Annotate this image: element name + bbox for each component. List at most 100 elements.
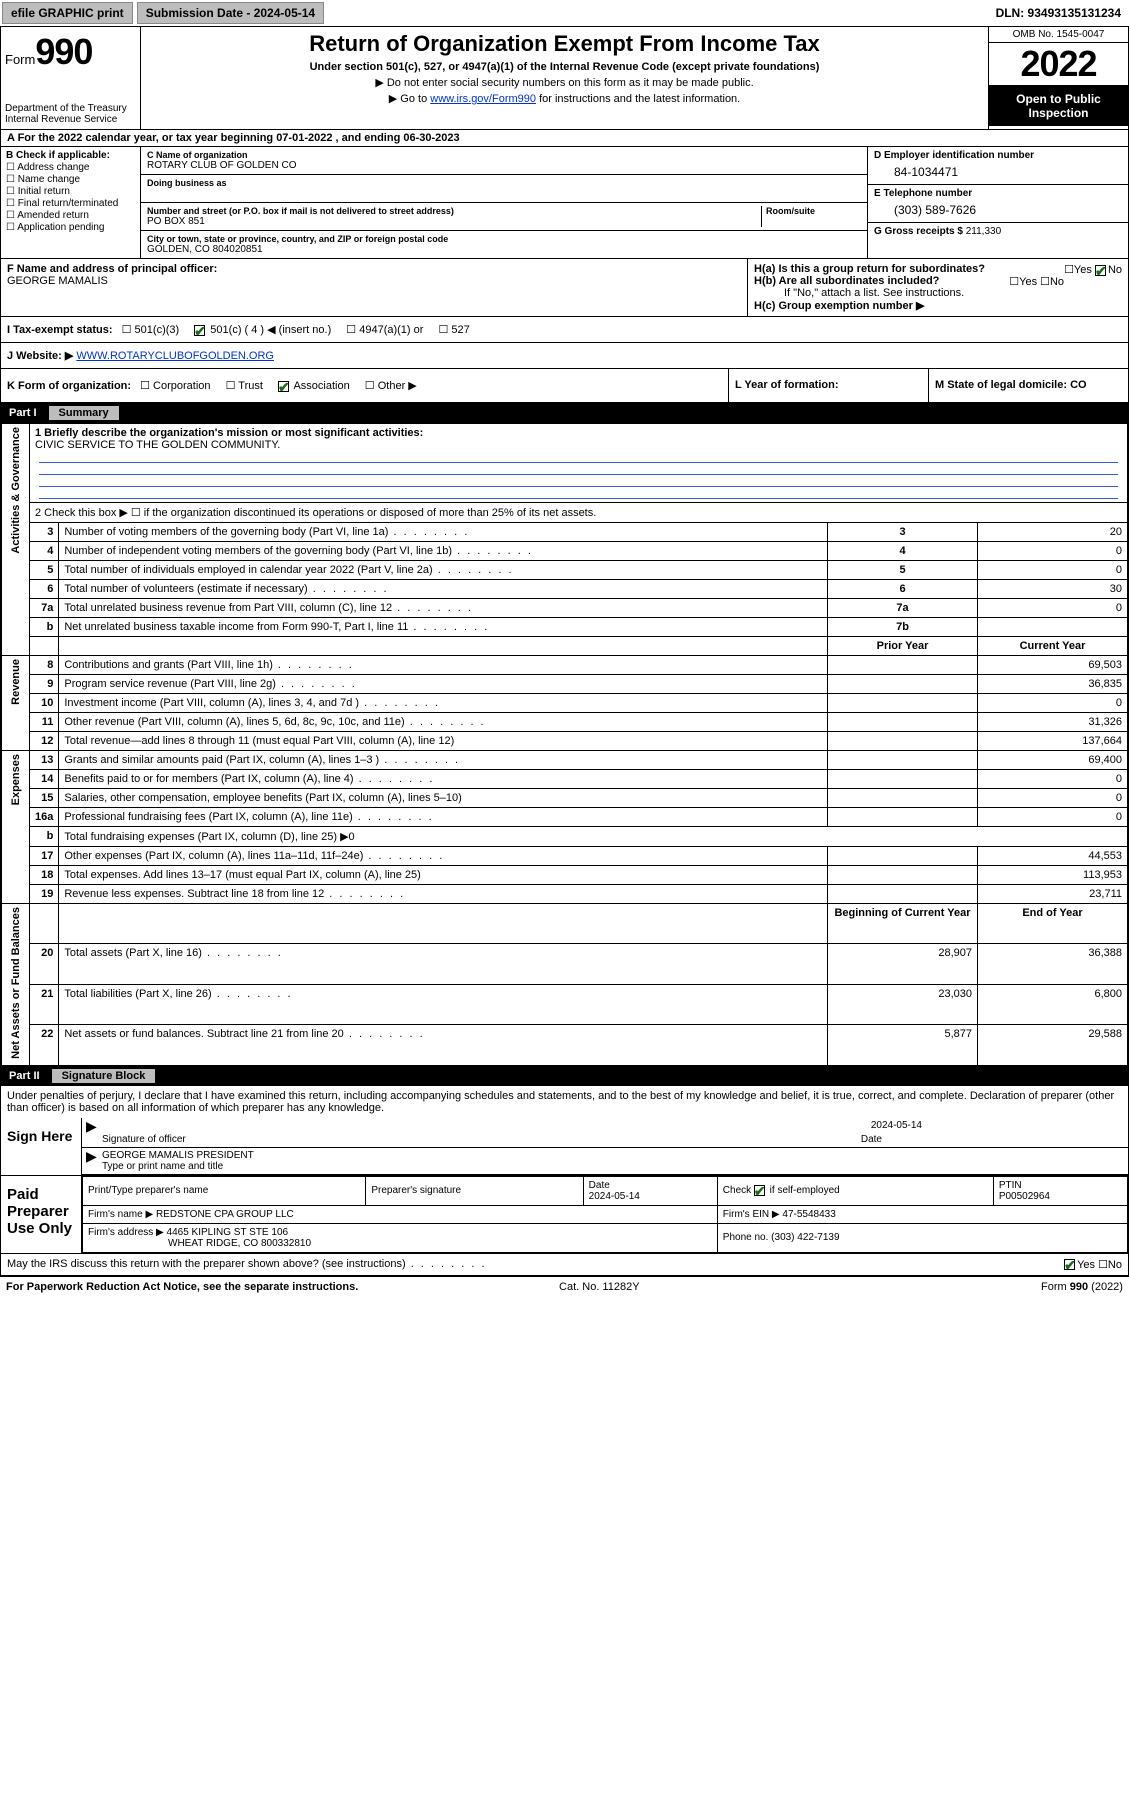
chk-other[interactable]: ☐ Other ▶ bbox=[365, 379, 417, 392]
omb-number: OMB No. 1545-0047 bbox=[989, 27, 1128, 43]
hc: H(c) Group exemption number ▶ bbox=[754, 299, 1122, 312]
col-c: C Name of organizationROTARY CLUB OF GOL… bbox=[141, 147, 868, 258]
firm-phone: (303) 422-7139 bbox=[771, 1232, 839, 1243]
kform-row: K Form of organization: ☐ Corporation ☐ … bbox=[1, 369, 1128, 403]
room-label: Room/suite bbox=[766, 206, 861, 216]
row-a: A For the 2022 calendar year, or tax yea… bbox=[1, 130, 1128, 147]
phone-label: E Telephone number bbox=[874, 188, 1122, 199]
form-subtitle: Under section 501(c), 527, or 4947(a)(1)… bbox=[149, 61, 980, 73]
firm-addr1: 4465 KIPLING ST STE 106 bbox=[167, 1227, 289, 1238]
firm-addr2: WHEAT RIDGE, CO 800332810 bbox=[88, 1238, 311, 1249]
hdr-current: Current Year bbox=[978, 637, 1128, 656]
row-6: 6Total number of volunteers (estimate if… bbox=[2, 580, 1128, 599]
sig-officer-label: Signature of officer bbox=[102, 1134, 186, 1145]
m-state: M State of legal domicile: CO bbox=[928, 369, 1128, 402]
chk-501c3[interactable]: ☐ 501(c)(3) bbox=[122, 323, 180, 336]
chk-527[interactable]: ☐ 527 bbox=[438, 323, 469, 336]
part1-header: Part I Summary bbox=[1, 403, 1128, 423]
tax-year: 2022 bbox=[989, 43, 1128, 86]
col-b-label: B Check if applicable: bbox=[6, 150, 135, 161]
firm-phone-label: Phone no. bbox=[723, 1232, 769, 1243]
firm-addr-label: Firm's address ▶ bbox=[88, 1227, 164, 1238]
q1-value: CIVIC SERVICE TO THE GOLDEN COMMUNITY. bbox=[35, 439, 1122, 451]
side-exp: Expenses bbox=[10, 754, 22, 805]
prep-name-label: Print/Type preparer's name bbox=[83, 1176, 366, 1205]
f-value: GEORGE MAMALIS bbox=[7, 275, 741, 287]
paid-prep-label: Paid Preparer Use Only bbox=[1, 1176, 81, 1253]
side-net: Net Assets or Fund Balances bbox=[10, 907, 22, 1059]
line2-pre: ▶ Go to bbox=[389, 93, 430, 105]
k-label: K Form of organization: bbox=[7, 380, 131, 392]
hb: H(b) Are all subordinates included? ☐Yes… bbox=[754, 275, 1122, 287]
row-7b: bNet unrelated business taxable income f… bbox=[2, 618, 1128, 637]
row-3: 3Number of voting members of the governi… bbox=[2, 523, 1128, 542]
ptin-label: PTIN bbox=[999, 1180, 1022, 1191]
irs-link[interactable]: www.irs.gov/Form990 bbox=[430, 93, 536, 105]
hdr-bcy: Beginning of Current Year bbox=[828, 904, 978, 944]
open-inspection: Open to Public Inspection bbox=[989, 86, 1128, 126]
penalty-text: Under penalties of perjury, I declare th… bbox=[1, 1086, 1128, 1118]
form-label: Form bbox=[5, 52, 35, 67]
form-title: Return of Organization Exempt From Incom… bbox=[149, 31, 980, 57]
chk-assoc[interactable]: Association bbox=[278, 380, 350, 392]
check-self: Check if self-employed bbox=[717, 1176, 993, 1205]
header-line1: ▶ Do not enter social security numbers o… bbox=[149, 76, 980, 89]
org-city: GOLDEN, CO 804020851 bbox=[147, 244, 861, 255]
preparer-table: Print/Type preparer's name Preparer's si… bbox=[82, 1176, 1128, 1253]
website-row: J Website: ▶ WWW.ROTARYCLUBOFGOLDEN.ORG bbox=[1, 343, 1128, 369]
chk-name[interactable]: ☐ Name change bbox=[6, 174, 135, 185]
date-label: Date bbox=[861, 1134, 882, 1145]
col-de: D Employer identification number84-10344… bbox=[868, 147, 1128, 258]
chk-corp[interactable]: ☐ Corporation bbox=[140, 379, 210, 392]
chk-final[interactable]: ☐ Final return/terminated bbox=[6, 198, 135, 209]
discuss-text: May the IRS discuss this return with the… bbox=[7, 1258, 487, 1271]
ein-label: D Employer identification number bbox=[874, 150, 1122, 161]
dept-label: Department of the Treasury Internal Reve… bbox=[5, 103, 136, 125]
toolbar: efile GRAPHIC print Submission Date - 20… bbox=[0, 0, 1129, 26]
part2-header: Part II Signature Block bbox=[1, 1066, 1128, 1086]
sig-name-label: Type or print name and title bbox=[102, 1161, 223, 1172]
status-row: I Tax-exempt status: ☐ 501(c)(3) 501(c) … bbox=[1, 317, 1128, 343]
chk-amended[interactable]: ☐ Amended return bbox=[6, 210, 135, 221]
firm-name-label: Firm's name ▶ bbox=[88, 1209, 153, 1220]
footer-left: For Paperwork Reduction Act Notice, see … bbox=[6, 1281, 358, 1293]
part2-title: Signature Block bbox=[52, 1069, 156, 1083]
hb-note: If "No," attach a list. See instructions… bbox=[754, 287, 1122, 299]
q2: 2 Check this box ▶ ☐ if the organization… bbox=[30, 503, 1128, 523]
addr-label: Number and street (or P.O. box if mail i… bbox=[147, 206, 761, 216]
header-line2: ▶ Go to www.irs.gov/Form990 for instruct… bbox=[149, 92, 980, 105]
discuss-yes[interactable]: Yes ☐No bbox=[1064, 1258, 1122, 1271]
dln-label: DLN: 93493135131234 bbox=[996, 6, 1127, 20]
sig-date: 2024-05-14 bbox=[102, 1120, 1122, 1134]
hdr-eoy: End of Year bbox=[978, 904, 1128, 944]
ptin-value: P00502964 bbox=[999, 1191, 1050, 1202]
firm-ein: 47-5548433 bbox=[782, 1209, 835, 1220]
f-label: F Name and address of principal officer: bbox=[7, 263, 741, 275]
org-name: ROTARY CLUB OF GOLDEN CO bbox=[147, 160, 861, 171]
i-label: I Tax-exempt status: bbox=[7, 324, 113, 336]
chk-trust[interactable]: ☐ Trust bbox=[226, 379, 263, 392]
submission-date-button[interactable]: Submission Date - 2024-05-14 bbox=[137, 2, 324, 24]
chk-4947[interactable]: ☐ 4947(a)(1) or bbox=[346, 323, 423, 336]
chk-initial[interactable]: ☐ Initial return bbox=[6, 186, 135, 197]
part2-num: Part II bbox=[9, 1070, 52, 1082]
header-mid: Return of Organization Exempt From Incom… bbox=[141, 27, 988, 129]
gross-label: G Gross receipts $ bbox=[874, 226, 963, 237]
signature-block: Under penalties of perjury, I declare th… bbox=[1, 1086, 1128, 1275]
header-right: OMB No. 1545-0047 2022 Open to Public In… bbox=[988, 27, 1128, 129]
phone-value: (303) 589-7626 bbox=[874, 199, 1122, 219]
firm-name: REDSTONE CPA GROUP LLC bbox=[156, 1209, 294, 1220]
part1-title: Summary bbox=[49, 406, 119, 420]
chk-pending[interactable]: ☐ Application pending bbox=[6, 222, 135, 233]
sign-here-label: Sign Here bbox=[1, 1118, 81, 1175]
efile-button[interactable]: efile GRAPHIC print bbox=[2, 2, 133, 24]
row-4: 4Number of independent voting members of… bbox=[2, 542, 1128, 561]
page-footer: For Paperwork Reduction Act Notice, see … bbox=[0, 1276, 1129, 1297]
chk-address[interactable]: ☐ Address change bbox=[6, 162, 135, 173]
prep-date: 2024-05-14 bbox=[589, 1191, 640, 1202]
fgh-row: F Name and address of principal officer:… bbox=[1, 259, 1128, 317]
side-rev: Revenue bbox=[10, 659, 22, 705]
chk-501c[interactable]: 501(c) ( 4 ) ◀ (insert no.) bbox=[194, 323, 331, 336]
website-link[interactable]: WWW.ROTARYCLUBOFGOLDEN.ORG bbox=[76, 350, 274, 362]
form-number: 990 bbox=[35, 31, 92, 72]
